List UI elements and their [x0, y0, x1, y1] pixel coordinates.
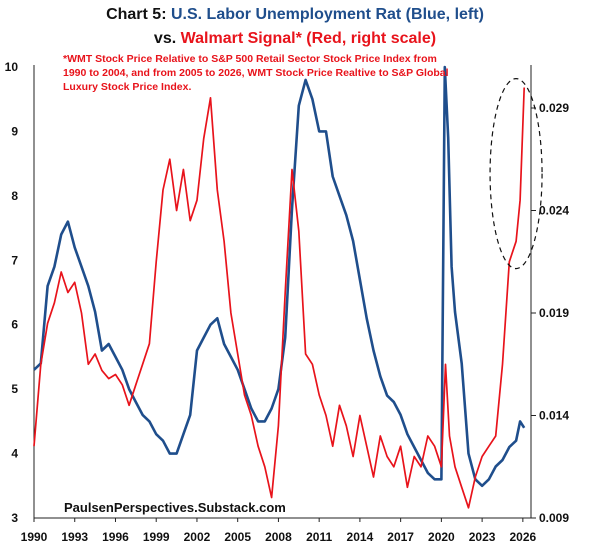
right-tick-label: 0.009	[539, 511, 569, 525]
x-tick-label: 2017	[387, 530, 414, 544]
title-prefix-2: vs.	[153, 30, 181, 47]
x-tick-label: 2020	[428, 530, 455, 544]
right-tick-label: 0.019	[539, 306, 569, 320]
title-prefix-1: Chart 5:	[106, 6, 171, 23]
x-tick-label: 2011	[306, 530, 332, 544]
x-tick-label: 1996	[102, 530, 129, 544]
chart-title-line1: Chart 5: U.S. Labor Unemployment Rat (Bl…	[0, 6, 590, 24]
right-tick-label: 0.024	[539, 204, 569, 218]
left-tick-label: 3	[11, 511, 18, 525]
left-tick-label: 4	[11, 447, 18, 461]
series-layer	[33, 65, 526, 509]
footnote: *WMT Stock Price Relative to S&P 500 Ret…	[63, 53, 449, 93]
x-tick-label: 2014	[347, 530, 374, 544]
x-tick-label: 1999	[143, 530, 170, 544]
left-tick-label: 10	[5, 60, 19, 74]
right-tick-label: 0.029	[539, 101, 569, 115]
left-tick-label: 6	[11, 318, 18, 332]
left-tick-label: 7	[11, 253, 18, 267]
highlight-ellipse	[489, 78, 543, 270]
tick-layer: 3 4 5 6 7 8 9 10 0.009 0.014 0.019 0.024 0.029 1990 19…	[5, 60, 570, 544]
title-series-blue: U.S. Labor Unemployment Rat (Blue, left)	[170, 6, 484, 23]
left-tick-label: 8	[11, 189, 18, 203]
title-series-red: Walmart Signal* (Red, right scale)	[180, 30, 437, 47]
left-tick-label: 5	[11, 382, 18, 396]
x-tick-label: 1993	[61, 530, 88, 544]
x-tick-label: 2005	[224, 530, 251, 544]
right-tick-label: 0.014	[539, 409, 569, 423]
walmart-signal-series-line	[33, 87, 526, 509]
x-tick-label: 2023	[469, 530, 496, 544]
left-tick-label: 9	[11, 124, 18, 138]
x-tick-label: 1990	[21, 530, 48, 544]
chart-title-line2: vs. Walmart Signal* (Red, right scale)	[0, 30, 590, 48]
unemployment-series-line	[33, 65, 526, 488]
x-tick-label: 2008	[265, 530, 292, 544]
x-tick-label: 2002	[184, 530, 211, 544]
credit-text: PaulsenPerspectives.Substack.com	[64, 500, 286, 515]
x-tick-label: 2026	[510, 530, 537, 544]
